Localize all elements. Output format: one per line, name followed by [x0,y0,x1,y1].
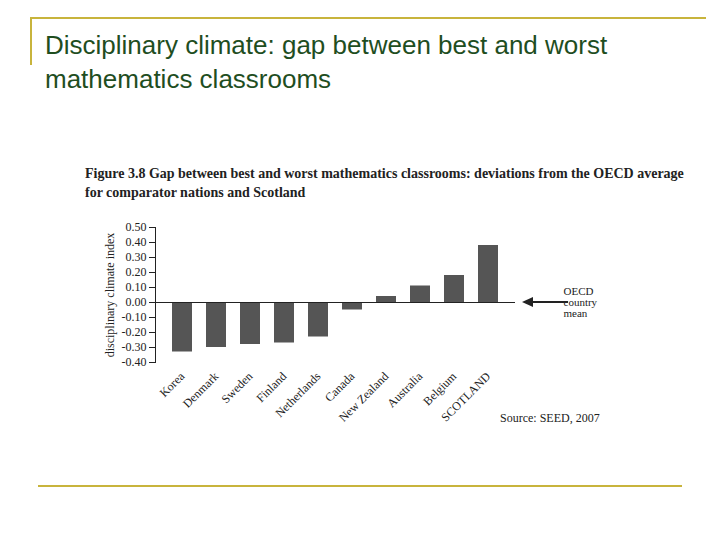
svg-text:-0.30: -0.30 [122,340,147,354]
svg-text:-0.20: -0.20 [122,325,147,339]
svg-text:Australia: Australia [384,369,425,410]
svg-text:0.40: 0.40 [126,235,147,249]
svg-text:Sweden: Sweden [219,369,256,406]
html-text:Source: SEED, 2007: Source: SEED, 2007 [500,411,600,425]
svg-text:-0.40: -0.40 [122,355,147,369]
svg-text:disciplinary climate index: disciplinary climate index [103,233,117,358]
svg-text:0.30: 0.30 [126,250,147,264]
svg-text:0.20: 0.20 [126,265,147,279]
svg-text:Korea: Korea [157,369,188,400]
svg-text:New Zealand: New Zealand [336,369,391,424]
svg-text:Denmark: Denmark [180,369,221,410]
svg-text:SCOTLAND: SCOTLAND [438,369,493,424]
svg-text:0.00: 0.00 [126,295,147,309]
svg-text:Netherlands: Netherlands [272,369,323,420]
svg-text:Canada: Canada [322,369,358,405]
svg-text:Belgium: Belgium [420,369,460,409]
svg-text:Finland: Finland [253,369,290,406]
svg-text:OECDcountrymean: OECDcountrymean [564,285,598,319]
svg-text:0.10: 0.10 [126,280,147,294]
svg-text:-0.10: -0.10 [122,310,147,324]
html-text:Figure 3.8 Gap between best an: Figure 3.8 Gap between best and worst ma… [85,166,684,200]
svg-text:0.50: 0.50 [126,220,147,234]
html-text:Disciplinary climate: gap betw: Disciplinary climate: gap between best a… [45,30,608,94]
